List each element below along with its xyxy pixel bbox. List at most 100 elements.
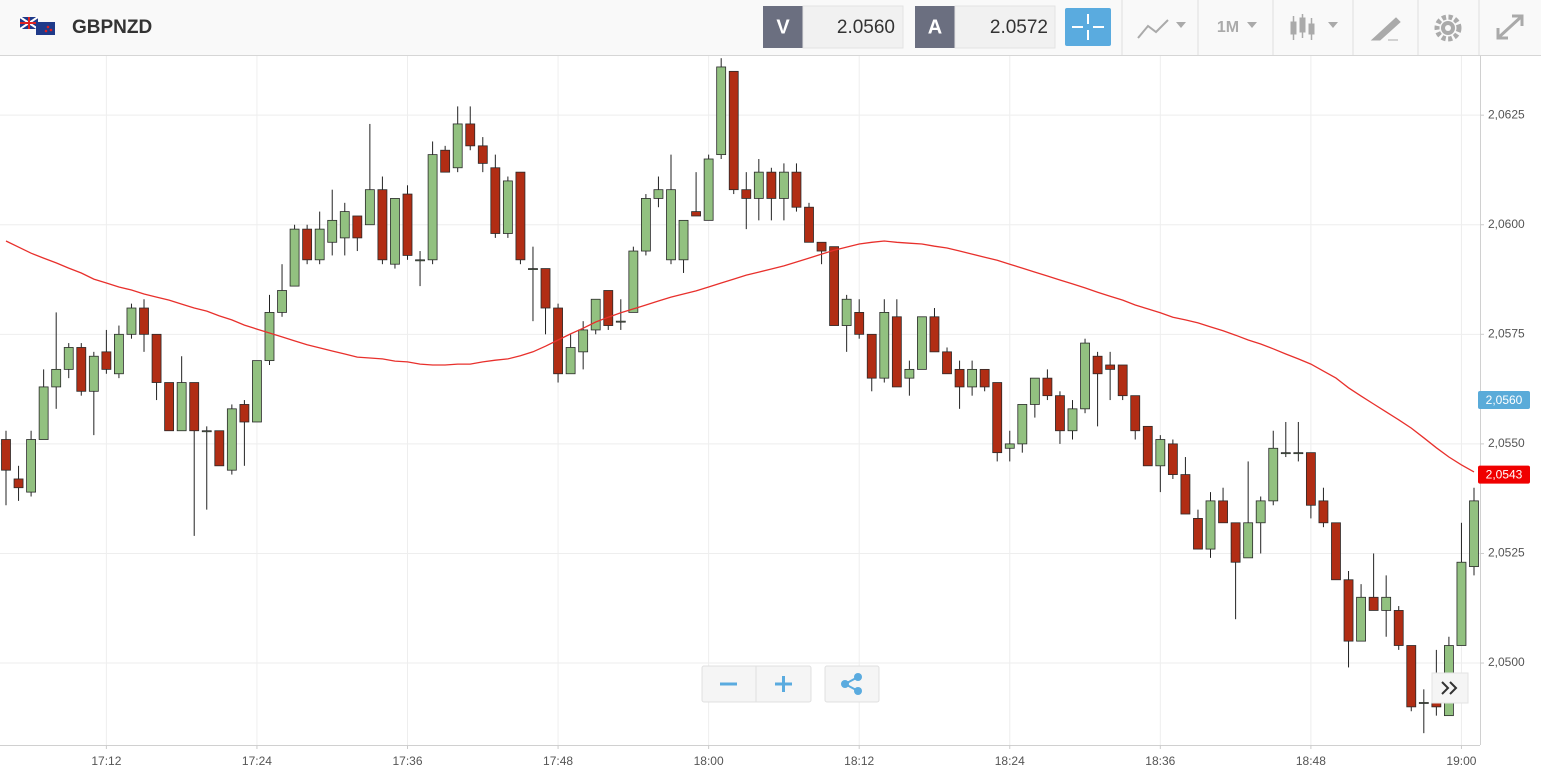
candle-body [502,180,513,234]
candle-body [829,246,840,326]
candle-body [252,360,262,423]
candle-body [791,171,802,208]
x-tick-label: 18:24 [995,754,1025,768]
candle-body [1117,364,1128,397]
candle-body [1280,452,1291,455]
candle-body [1406,645,1417,708]
candle-body [1017,404,1028,445]
candle-body [1230,522,1241,563]
y-tick-label: 2,0500 [1488,655,1525,669]
draw-button[interactable] [1370,17,1401,41]
candle-body [1305,452,1316,506]
ask-button[interactable] [915,6,955,48]
candle-body [38,386,49,440]
x-tick-label: 17:12 [91,754,121,768]
candle-body [1130,395,1141,432]
candle-body [139,307,149,335]
timeframe-button[interactable]: 1M [1217,19,1239,36]
candle-body [891,316,902,388]
candle-body [841,298,852,326]
candle-body [239,404,250,423]
candle-body [1004,443,1015,449]
candle-body [816,241,827,252]
x-tick-label: 17:24 [242,754,272,768]
x-tick-label: 18:12 [844,754,874,768]
x-tick-label: 18:00 [694,754,724,768]
candle-body [364,189,375,226]
candle-body [640,198,651,252]
fullscreen-button[interactable] [1496,14,1524,40]
candle-body [703,158,714,221]
candle-body [1029,377,1040,405]
candle-body [302,228,313,261]
candle-body [578,329,589,353]
candle-body [490,167,501,234]
candle-body [289,228,300,287]
candle-body [1368,596,1379,611]
candle-body [214,430,225,467]
candle-body [753,171,764,199]
candle-body [201,430,212,433]
candle-body [1218,500,1228,524]
x-tick-label: 17:48 [543,754,573,768]
candle-body [1469,500,1479,568]
zoom-in-button[interactable] [775,676,792,692]
candle-body [51,368,62,388]
candle-body [1381,596,1392,611]
candle-body [427,154,438,261]
candle-body [477,145,488,164]
candle-body [666,189,676,261]
candle-body [88,355,99,392]
flag-icon [19,16,55,35]
zoom-controls [701,665,880,703]
candle-body [929,316,940,353]
price-marker [1478,391,1530,410]
candle-body [164,382,175,432]
candle-body [1293,452,1304,455]
candle-body [917,316,927,370]
candle-body [63,347,74,370]
bid-button[interactable] [763,6,803,48]
timeframe-caret [1247,22,1257,28]
candle-body [615,320,626,323]
ask-label: A [928,16,942,38]
candle-body [1167,443,1178,475]
scroll-latest-button[interactable] [1431,672,1469,704]
candle-body [992,382,1003,454]
candle-body [1067,408,1078,432]
share-button[interactable] [824,665,880,703]
y-tick-label: 2,0575 [1488,326,1525,340]
crosshair-button[interactable] [1065,8,1111,46]
candle-body [804,206,814,243]
candle-body [540,268,551,309]
candle-body [1393,610,1404,646]
chart-type-button[interactable] [1137,19,1186,39]
candle-body [1080,342,1090,410]
candle-body [590,298,601,331]
candle-body [176,382,187,432]
candle-body [314,228,325,261]
x-tick-label: 18:36 [1145,754,1175,768]
bid-box [802,5,904,49]
candle-body [126,307,137,335]
candle-body [866,333,877,379]
candle-body [553,307,563,375]
candle-body [277,290,287,313]
candle-body [954,368,965,388]
candle-body [1180,474,1191,515]
symbol-title: GBPNZD [72,17,152,38]
bid-label: V [776,16,790,38]
candle-body [1356,596,1366,642]
candle-body [1255,500,1266,524]
candle-style-button[interactable] [1290,14,1338,40]
candle-body [528,268,538,270]
price-marker-label: 2,0560 [1486,393,1523,407]
candle-body [716,66,727,156]
settings-button[interactable] [1434,14,1462,42]
x-tick-label: 18:48 [1296,754,1326,768]
candle-body [101,351,112,370]
candle-body [415,259,425,262]
plot: 2,0560 2,0543 [1,58,1530,734]
candle-body [114,333,124,375]
price-marker-label: 2,0543 [1486,468,1523,482]
